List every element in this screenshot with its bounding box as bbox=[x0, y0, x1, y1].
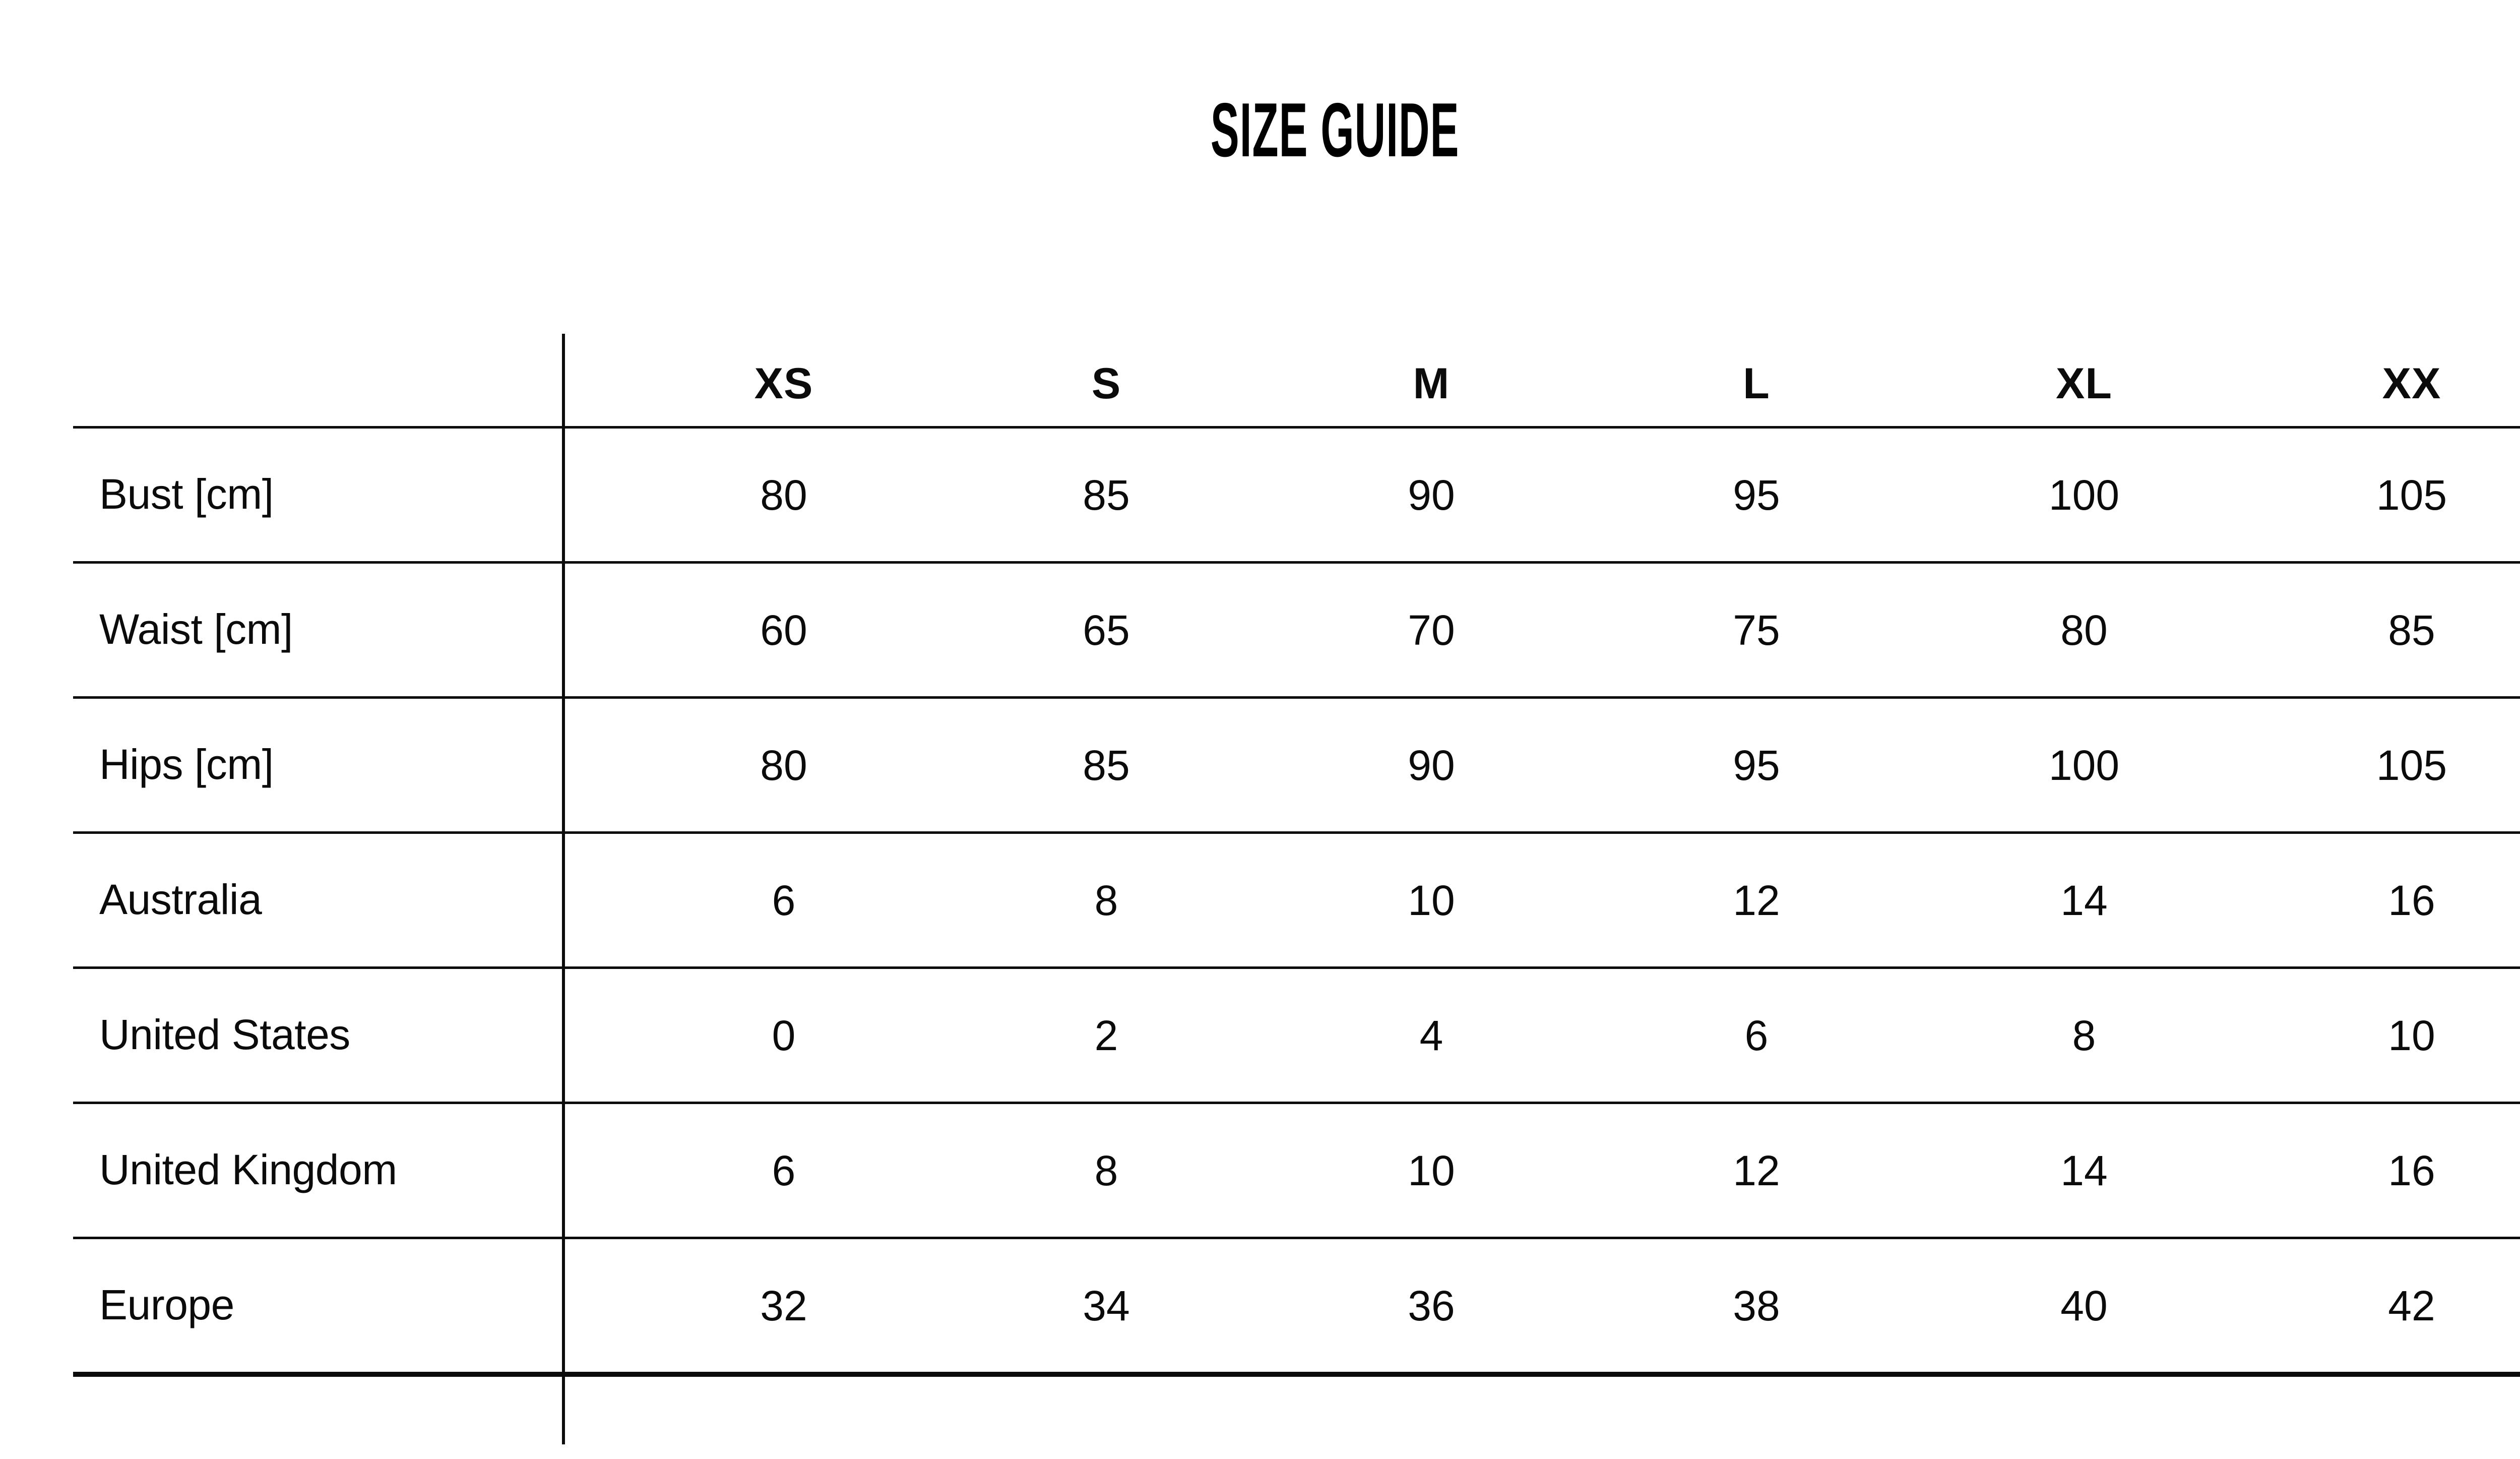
cell-hips-xl: 100 bbox=[2048, 742, 2120, 789]
cell-bust-s: 85 bbox=[1083, 471, 1130, 519]
cell-waist-l: 75 bbox=[1733, 606, 1780, 654]
cell-bust-l: 95 bbox=[1733, 471, 1780, 519]
cell-united-states-s: 2 bbox=[1094, 1012, 1118, 1059]
row-label-bust: Bust [cm] bbox=[99, 470, 274, 518]
cell-australia-l: 12 bbox=[1733, 877, 1780, 924]
cell-europe-l: 38 bbox=[1733, 1282, 1780, 1329]
cell-australia-xs: 6 bbox=[772, 877, 796, 924]
cell-hips-xx: 105 bbox=[2376, 742, 2447, 789]
cell-hips-xs: 80 bbox=[760, 742, 807, 789]
row-divider-5 bbox=[73, 1102, 2520, 1104]
cell-waist-m: 70 bbox=[1408, 606, 1455, 654]
cell-australia-xx: 16 bbox=[2388, 877, 2435, 924]
table-row: United Kingdom 6 8 10 12 14 16 bbox=[73, 1104, 2520, 1239]
row-label-hips: Hips [cm] bbox=[99, 741, 274, 788]
page-title: SIZE GUIDE bbox=[1211, 87, 1460, 173]
cell-united-kingdom-l: 12 bbox=[1733, 1147, 1780, 1194]
column-header-s: S bbox=[1091, 359, 1121, 408]
table-row: Australia 6 8 10 12 14 16 bbox=[73, 834, 2520, 969]
cell-hips-s: 85 bbox=[1083, 742, 1130, 789]
row-divider-2 bbox=[73, 696, 2520, 699]
cell-bust-xx: 105 bbox=[2376, 471, 2447, 519]
cell-united-states-xl: 8 bbox=[2072, 1012, 2096, 1059]
column-header-xs: XS bbox=[754, 359, 813, 408]
cell-europe-s: 34 bbox=[1083, 1282, 1130, 1329]
column-header-m: M bbox=[1413, 359, 1450, 408]
cell-united-kingdom-xs: 6 bbox=[772, 1147, 796, 1194]
row-label-waist: Waist [cm] bbox=[99, 605, 293, 653]
cell-waist-xs: 60 bbox=[760, 606, 807, 654]
row-divider-header bbox=[73, 426, 2520, 429]
table-row: Hips [cm] 80 85 90 95 100 105 bbox=[73, 699, 2520, 834]
row-divider-6 bbox=[73, 1237, 2520, 1239]
row-label-united-states: United States bbox=[99, 1011, 350, 1058]
column-header-l: L bbox=[1743, 359, 1770, 408]
cell-hips-l: 95 bbox=[1733, 742, 1780, 789]
row-divider-1 bbox=[73, 561, 2520, 564]
cell-united-kingdom-xx: 16 bbox=[2388, 1147, 2435, 1194]
row-label-australia: Australia bbox=[99, 876, 262, 923]
column-header-xl: XL bbox=[2056, 359, 2112, 408]
cell-europe-xx: 42 bbox=[2388, 1282, 2435, 1329]
cell-united-kingdom-m: 10 bbox=[1408, 1147, 1455, 1194]
row-label-europe: Europe bbox=[99, 1281, 234, 1328]
table-row: United States 0 2 4 6 8 10 bbox=[73, 969, 2520, 1104]
column-header-xx: XX bbox=[2382, 359, 2441, 408]
cell-bust-xs: 80 bbox=[760, 471, 807, 519]
cell-europe-xs: 32 bbox=[760, 1282, 807, 1329]
size-guide-table: XS S M L XL XX Bust [cm] 80 85 90 95 100… bbox=[73, 302, 2520, 1444]
cell-waist-xx: 85 bbox=[2388, 606, 2435, 654]
cell-australia-xl: 14 bbox=[2060, 877, 2108, 924]
cell-united-kingdom-xl: 14 bbox=[2060, 1147, 2108, 1194]
row-label-united-kingdom: United Kingdom bbox=[99, 1146, 397, 1193]
page-title-container: SIZE GUIDE bbox=[0, 92, 2520, 168]
cell-united-kingdom-s: 8 bbox=[1094, 1147, 1118, 1194]
cell-australia-s: 8 bbox=[1094, 877, 1118, 924]
table-row: Waist [cm] 60 65 70 75 80 85 bbox=[73, 564, 2520, 699]
cell-united-states-xs: 0 bbox=[772, 1012, 796, 1059]
cell-europe-m: 36 bbox=[1408, 1282, 1455, 1329]
cell-bust-m: 90 bbox=[1408, 471, 1455, 519]
row-divider-3 bbox=[73, 831, 2520, 834]
table-row: Bust [cm] 80 85 90 95 100 105 bbox=[73, 429, 2520, 564]
cell-hips-m: 90 bbox=[1408, 742, 1455, 789]
cell-united-states-m: 4 bbox=[1419, 1012, 1443, 1059]
cell-australia-m: 10 bbox=[1408, 877, 1455, 924]
row-divider-bottom bbox=[73, 1372, 2520, 1377]
row-divider-4 bbox=[73, 966, 2520, 969]
table-row: Europe 32 34 36 38 40 42 bbox=[73, 1239, 2520, 1374]
table-header-row: XS S M L XL XX bbox=[73, 302, 2520, 426]
cell-europe-xl: 40 bbox=[2060, 1282, 2108, 1329]
cell-united-states-xx: 10 bbox=[2388, 1012, 2435, 1059]
cell-bust-xl: 100 bbox=[2048, 471, 2120, 519]
cell-waist-s: 65 bbox=[1083, 606, 1130, 654]
cell-united-states-l: 6 bbox=[1744, 1012, 1769, 1059]
cell-waist-xl: 80 bbox=[2060, 606, 2108, 654]
column-divider bbox=[562, 334, 565, 1444]
